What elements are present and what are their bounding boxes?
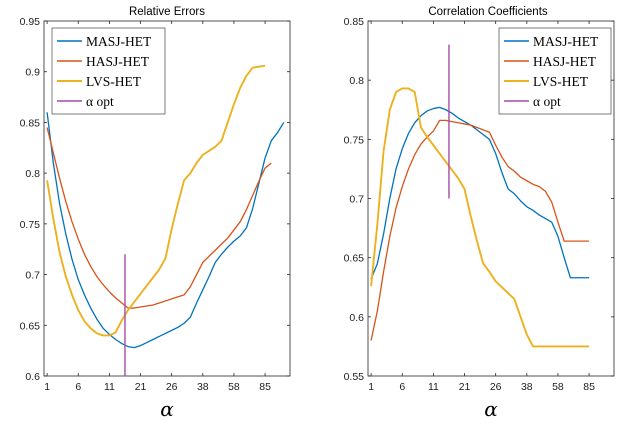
chart-title-correlation-coefficients: Correlation Coefficients (428, 6, 548, 18)
x-tick-label: 11 (104, 381, 115, 393)
series-group-left (46, 64, 285, 376)
legend-label-hasj-right: HASJ-HET (533, 54, 597, 69)
y-tick-label: 0.9 (25, 67, 40, 79)
x-tick-label: 6 (399, 381, 405, 393)
x-tick-label: 21 (459, 381, 471, 393)
series-group-right (370, 44, 590, 348)
y-tick-label: 0.95 (20, 16, 41, 28)
legend-label-masj-right: MASJ-HET (533, 34, 599, 49)
series-line-lvs-het (370, 87, 590, 348)
y-tick-label: 0.7 (25, 270, 40, 282)
axes-right: 0.55 0.6 0.65 0.7 0.75 0.8 0.85 1 6 11 21 26 38 58 85 (344, 16, 614, 393)
series-line-masj-het (370, 106, 590, 280)
legend-label-masj-left: MASJ-HET (86, 34, 152, 49)
legend-label-hasj-left: HASJ-HET (86, 54, 150, 69)
x-tick-label: 1 (368, 381, 374, 393)
x-tick-label: 85 (583, 381, 595, 393)
x-tick-label: 26 (490, 381, 502, 393)
y-tick-label: 0.75 (344, 134, 365, 146)
y-tick-label: 0.65 (344, 253, 365, 265)
series-line-masj-het (46, 112, 285, 349)
x-tick-label: 26 (166, 381, 178, 393)
x-tick-label: 85 (259, 381, 271, 393)
legend-label-lvs-right: LVS-HET (533, 74, 589, 89)
y-tick-label: 0.55 (344, 371, 365, 383)
y-tick-label: 0.75 (20, 219, 41, 231)
x-tick-label: 21 (135, 381, 147, 393)
legend-left: MASJ-HET HASJ-HET LVS-HET α opt (51, 27, 166, 115)
series-line-hasj-het (46, 127, 272, 309)
legend-right: MASJ-HET HASJ-HET LVS-HET α opt (498, 27, 612, 115)
axes-left: 0.6 0.65 0.7 0.75 0.8 0.85 0.9 0.95 1 6 11 21 26 38 58… (20, 16, 290, 393)
x-tick-label: 58 (552, 381, 564, 393)
x-tick-label: 6 (75, 381, 81, 393)
panel-relative-errors: Relative Errors 0.6 0.65 0.7 0.75 0.8 0.85 0.9… (20, 6, 291, 421)
x-axis-label-left: α (160, 397, 174, 421)
series-line-lvs-het (46, 64, 266, 337)
y-tick-label: 0.65 (20, 320, 41, 332)
legend-label-alpha-left: α opt (86, 94, 114, 109)
chart-title-relative-errors: Relative Errors (129, 6, 205, 18)
y-tick-label: 0.85 (20, 117, 41, 129)
legend-box-left (51, 27, 166, 115)
panel-correlation-coefficients: Correlation Coefficients 0.550.60.650.70… (344, 6, 615, 421)
x-tick-label: 38 (197, 381, 209, 393)
x-axis-label-right: α (484, 397, 498, 421)
x-tick-label: 11 (428, 381, 439, 393)
series-line-hasj-het (370, 119, 590, 341)
x-tick-label: 1 (44, 381, 50, 393)
legend-box-right (498, 27, 612, 115)
y-tick-label: 0.8 (25, 168, 40, 180)
y-tick-label: 0.8 (349, 75, 364, 87)
y-tick-label: 0.6 (25, 371, 40, 383)
x-tick-label: 58 (228, 381, 240, 393)
y-tick-label: 0.85 (344, 16, 365, 28)
legend-label-alpha-right: α opt (533, 94, 561, 109)
y-tick-label: 0.7 (349, 194, 364, 206)
legend-label-lvs-left: LVS-HET (86, 74, 142, 89)
y-tick-label: 0.6 (349, 312, 364, 324)
x-tick-label: 38 (521, 381, 533, 393)
